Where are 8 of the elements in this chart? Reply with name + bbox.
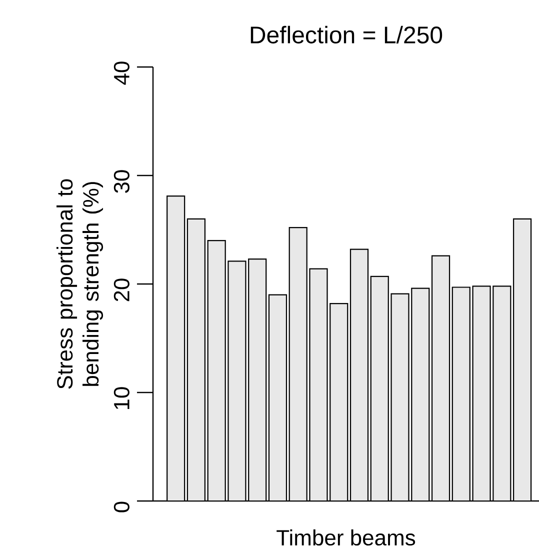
y-tick-label: 40 <box>114 62 130 85</box>
y-tick-label: 30 <box>114 170 130 193</box>
x-axis-title: Timber beams <box>276 529 416 546</box>
chart-title: Deflection = L/250 <box>250 26 442 44</box>
y-axis-title: Stress proportional to bending strength (%) <box>56 179 104 389</box>
y-tick-label: 10 <box>114 387 130 410</box>
y-tick-label: 20 <box>114 278 130 302</box>
y-tick-label: 0 <box>114 502 130 512</box>
